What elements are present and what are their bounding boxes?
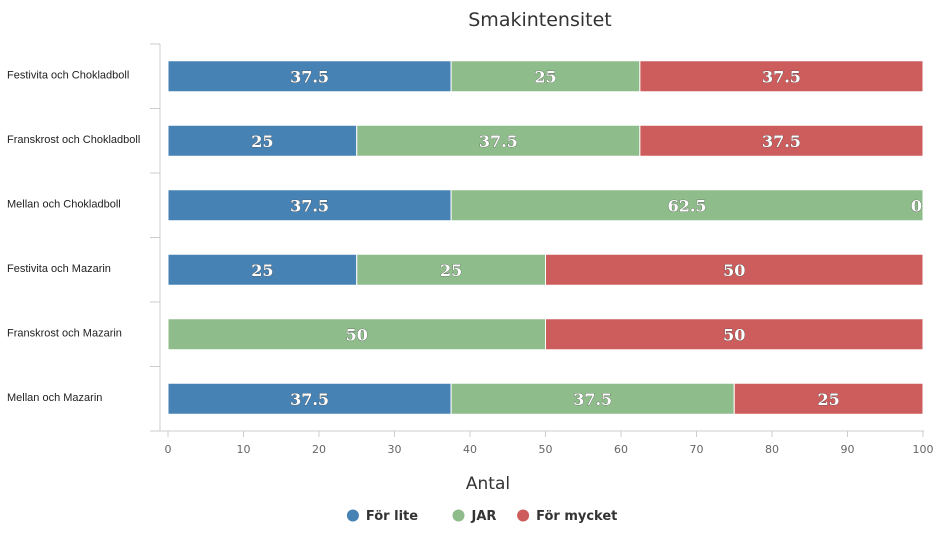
data-label: 0: [911, 196, 922, 215]
category-label: Franskrost och Mazarin: [7, 327, 122, 339]
bar-segment[interactable]: [167, 189, 452, 222]
x-tick-label: 60: [614, 443, 628, 456]
data-label: 37.5: [762, 67, 801, 86]
bar-segment[interactable]: [545, 318, 924, 351]
bar-segment[interactable]: [356, 124, 641, 157]
data-label: 25: [440, 261, 462, 280]
legend-label: JAR: [471, 509, 497, 524]
legend-label: För mycket: [536, 509, 617, 524]
x-tick-label: 100: [913, 443, 934, 456]
legend-marker: [517, 509, 530, 522]
x-tick-label: 30: [388, 443, 402, 456]
category-labels: Festivita och Chokladboll Franskrost och …: [7, 69, 140, 404]
legend-item[interactable]: För lite: [346, 509, 418, 524]
bar-segment[interactable]: [167, 253, 358, 286]
data-label: 50: [723, 261, 745, 280]
data-label: 37.5: [290, 390, 329, 409]
bar-segment[interactable]: [167, 382, 452, 415]
bar-segment[interactable]: [167, 60, 452, 93]
data-label: 37.5: [762, 132, 801, 151]
category-label: Festivita och Chokladboll: [7, 69, 129, 81]
category-label: Festivita och Mazarin: [7, 263, 111, 275]
bar-segment[interactable]: [356, 253, 546, 286]
bar-segment[interactable]: [450, 189, 924, 222]
x-tick-label: 0: [165, 443, 172, 456]
bar-segment[interactable]: [450, 60, 641, 93]
x-tick-label: 10: [237, 443, 251, 456]
legend[interactable]: För lite JAR För mycket: [346, 509, 617, 524]
data-label: 25: [251, 132, 273, 151]
legend-item[interactable]: JAR: [452, 509, 497, 524]
x-tick-label: 70: [690, 443, 704, 456]
legend-marker: [346, 509, 359, 522]
data-label: 50: [346, 325, 368, 344]
bar-segment[interactable]: [167, 318, 546, 351]
data-label: 50: [723, 325, 745, 344]
x-axis-title: Antal: [466, 474, 510, 494]
data-label: 25: [251, 261, 273, 280]
bar-segment[interactable]: [545, 253, 924, 286]
category-label: Mellan och Chokladboll: [7, 198, 121, 210]
data-label: 37.5: [573, 390, 612, 409]
bar-segment[interactable]: [733, 382, 924, 415]
x-tick-label: 40: [463, 443, 477, 456]
axes: 0 10 20 30 40 50 60 70 80 90 100: [150, 43, 934, 456]
x-tick-label: 20: [312, 443, 326, 456]
bar-segment[interactable]: [639, 60, 924, 93]
bar-segment[interactable]: [639, 124, 924, 157]
category-label: Mellan och Mazarin: [7, 392, 102, 404]
x-tick-label: 80: [765, 443, 779, 456]
data-label: 62.5: [668, 196, 707, 215]
data-label: 37.5: [290, 67, 329, 86]
data-label: 25: [534, 67, 556, 86]
legend-item[interactable]: För mycket: [517, 509, 617, 524]
x-tick-label: 90: [841, 443, 855, 456]
x-tick-label: 50: [539, 443, 553, 456]
data-label: 25: [817, 390, 839, 409]
legend-marker: [452, 509, 465, 522]
legend-label: För lite: [366, 509, 418, 524]
bars: 37.52537.52537.537.537.562.5025255005050…: [167, 60, 924, 415]
category-label: Franskrost och Chokladboll: [7, 134, 140, 146]
data-label: 37.5: [290, 196, 329, 215]
data-label: 37.5: [479, 132, 518, 151]
chart-title: Smakintensitet: [468, 9, 611, 31]
